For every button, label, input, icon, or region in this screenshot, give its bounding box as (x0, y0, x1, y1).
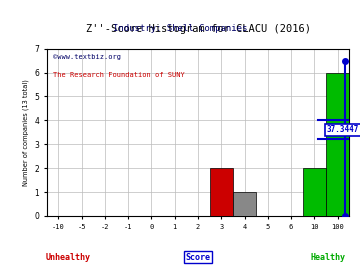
Bar (349, 168, 360, 216)
Text: 37.3447: 37.3447 (327, 125, 359, 134)
Bar (210, 168, 233, 216)
Text: Unhealthy: Unhealthy (45, 252, 90, 262)
Bar (233, 192, 256, 216)
Title: Z''-Score Histogram for CLACU (2016): Z''-Score Histogram for CLACU (2016) (86, 24, 310, 34)
Y-axis label: Number of companies (13 total): Number of companies (13 total) (22, 79, 29, 186)
Text: Score: Score (185, 252, 211, 262)
Bar (303, 168, 326, 216)
Text: Healthy: Healthy (311, 252, 346, 262)
Text: ©www.textbiz.org: ©www.textbiz.org (53, 54, 121, 60)
Text: The Research Foundation of SUNY: The Research Foundation of SUNY (53, 72, 185, 78)
Text: Industry: Shell Companies: Industry: Shell Companies (113, 24, 247, 33)
Bar (326, 73, 349, 216)
